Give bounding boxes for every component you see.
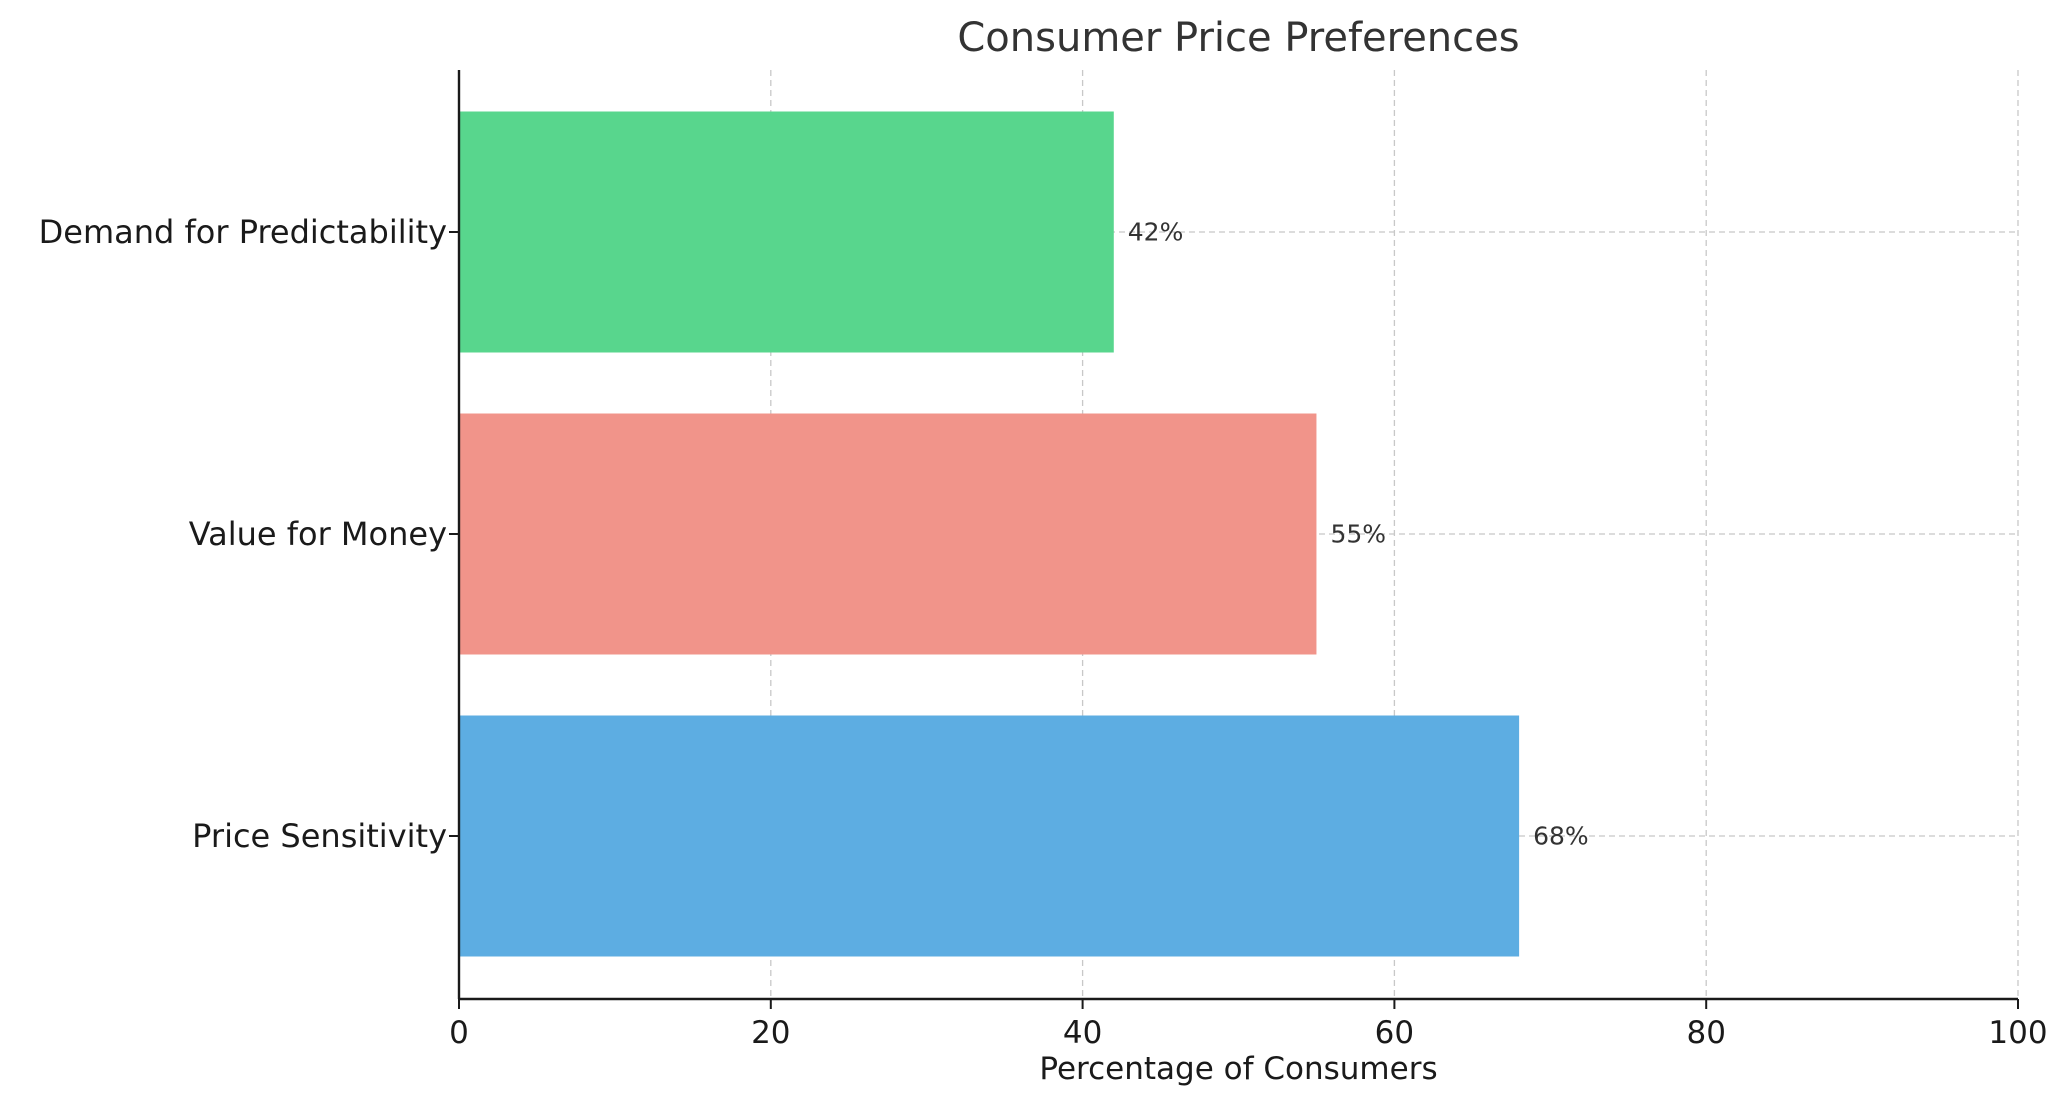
chart-title: Consumer Price Preferences <box>957 15 1519 61</box>
bar <box>459 413 1317 655</box>
y-tick-label: Price Sensitivity <box>192 817 447 855</box>
x-tick-label: 80 <box>1686 1015 1725 1051</box>
y-tick-label: Demand for Predictability <box>39 213 447 251</box>
x-axis-label: Percentage of Consumers <box>1039 1051 1437 1087</box>
x-tick-label: 0 <box>449 1015 469 1051</box>
x-tick-label: 100 <box>1988 1015 2047 1051</box>
x-tick-label: 20 <box>751 1015 790 1051</box>
labels-layer: 68% Price Sensitivity 55% Value for Money 42… <box>39 213 2048 1051</box>
bar <box>459 111 1114 353</box>
bar-value-label: 42% <box>1128 218 1184 247</box>
bar-value-label: 55% <box>1330 520 1386 549</box>
ticks-layer <box>449 231 2019 1009</box>
x-tick-label: 60 <box>1375 1015 1414 1051</box>
x-tick-label: 40 <box>1063 1015 1102 1051</box>
y-tick-label: Value for Money <box>189 515 447 553</box>
bar <box>459 715 1520 957</box>
bars-layer <box>459 111 1520 957</box>
bar-value-label: 68% <box>1533 822 1589 851</box>
